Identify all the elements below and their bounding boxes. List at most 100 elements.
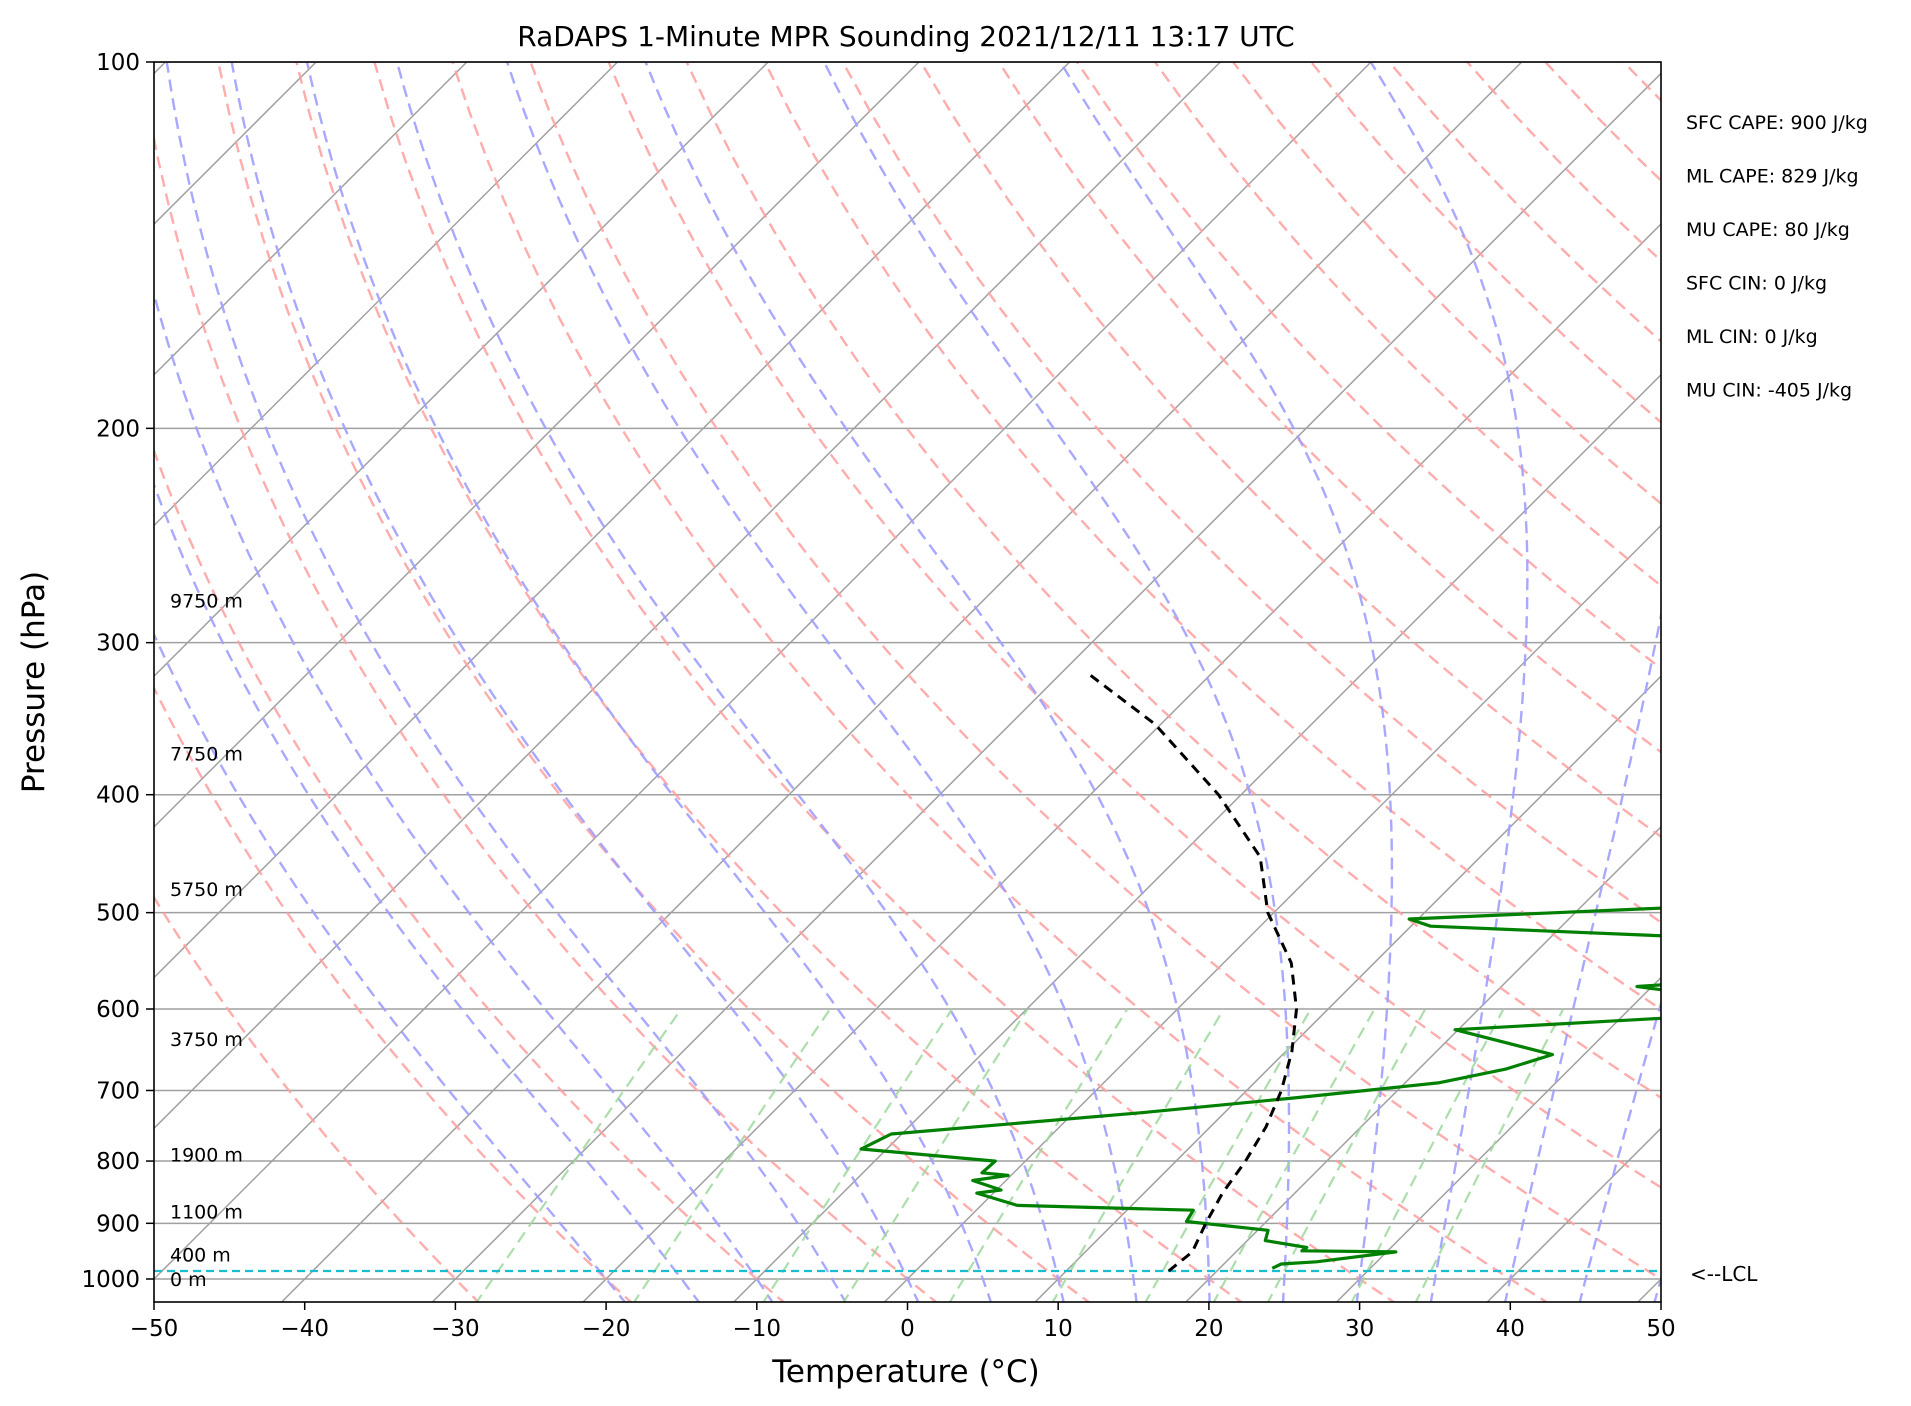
sounding-series (859, 672, 1661, 1273)
mixing-ratio-line (948, 1008, 1129, 1302)
moist-adiabat-line (505, 62, 1138, 1302)
x-tick-label: 0 (900, 1316, 915, 1342)
dewpoint-profile-line (859, 906, 1661, 1270)
moist-adiabats (154, 62, 1661, 1302)
lcl-label: <--LCL (1690, 1262, 1758, 1286)
dry-adiabat-line (154, 685, 633, 1302)
plot-area (154, 62, 1661, 1302)
isotherm-line (1335, 976, 1661, 1302)
y-tick-label: 800 (96, 1149, 140, 1175)
isotherm-line (582, 223, 1661, 1302)
height-label: 7750 m (170, 744, 243, 766)
x-tick-label: 30 (1345, 1316, 1374, 1342)
stability-index-text: SFC CIN: 0 J/kg (1686, 273, 1827, 295)
height-label: 9750 m (170, 590, 243, 612)
height-label: 0 m (170, 1269, 207, 1291)
moist-adiabat-line (154, 289, 774, 1302)
moist-adiabat-line (395, 62, 1065, 1302)
dry-adiabat-line (997, 62, 1661, 754)
dry-adiabats (154, 62, 1661, 1302)
x-tick-label: −20 (582, 1316, 631, 1342)
stability-index-text: MU CIN: -405 J/kg (1686, 380, 1852, 402)
y-axis-ticks: 100 200 300 400 500 600 700 800 900 1000 (81, 50, 154, 1293)
mixing-ratio-line (1212, 1008, 1376, 1302)
dry-adiabat-line (217, 62, 1091, 1302)
dry-adiabat-line (154, 895, 480, 1302)
mixing-ratio-line (1350, 1008, 1505, 1302)
x-tick-label: −10 (733, 1316, 782, 1342)
isotherms (154, 62, 1661, 1302)
mixing-ratio-line (1414, 1008, 1565, 1302)
height-label: 1900 m (170, 1144, 243, 1166)
mixing-ratio-line (1051, 1008, 1225, 1302)
isotherm-line (154, 62, 1071, 979)
moist-adiabat-line (230, 62, 920, 1302)
mixing-ratio-line (1266, 1008, 1427, 1302)
moist-adiabat-line (1369, 62, 1529, 1302)
dry-adiabat-line (607, 62, 1661, 1189)
dry-adiabat-line (685, 62, 1661, 1100)
stability-indices: SFC CAPE: 900 J/kg ML CAPE: 829 J/kg MU CA… (1686, 112, 1868, 402)
isotherm-line (154, 62, 619, 527)
dry-adiabat-line (295, 62, 1244, 1302)
mixing-ratio-line (475, 1008, 683, 1302)
isotherm-line (154, 62, 920, 828)
y-axis-label: Pressure (hPa) (16, 571, 52, 793)
dry-adiabat-line (373, 62, 1396, 1302)
x-tick-label: 10 (1044, 1316, 1073, 1342)
chart-title: RaDAPS 1-Minute MPR Sounding 2021/12/11 … (517, 20, 1294, 53)
height-label: 1100 m (170, 1201, 243, 1223)
y-tick-label: 300 (96, 631, 140, 657)
mixing-ratio-lines (475, 1008, 1565, 1302)
dry-adiabat-line (1076, 62, 1661, 670)
x-axis-ticks: −50 −40 −30 −20 −10 0 10 20 30 40 50 (130, 1302, 1676, 1342)
x-tick-label: 50 (1646, 1316, 1675, 1342)
x-tick-label: 20 (1194, 1316, 1223, 1342)
moist-adiabat-line (1503, 609, 1661, 1302)
x-tick-label: −30 (431, 1316, 480, 1342)
dry-adiabat-line (529, 62, 1661, 1281)
isotherm-line (154, 62, 769, 678)
parcel-profile-line (1087, 672, 1298, 1273)
isotherm-line (154, 62, 468, 376)
isotherm-line (1184, 825, 1661, 1302)
isotherm-line (431, 72, 1661, 1302)
moist-adiabat-line (154, 481, 701, 1302)
stability-index-text: ML CIN: 0 J/kg (1686, 326, 1818, 348)
x-tick-label: −40 (280, 1316, 329, 1342)
isotherm-line (280, 62, 1523, 1302)
mixing-ratio-line (842, 1008, 1029, 1302)
y-tick-label: 500 (96, 901, 140, 927)
height-label: 5750 m (170, 879, 243, 901)
dry-adiabat-line (154, 447, 786, 1302)
x-tick-label: −50 (130, 1316, 179, 1342)
x-axis-label: Temperature (°C) (771, 1354, 1040, 1390)
height-label: 400 m (170, 1245, 231, 1267)
stability-index-text: MU CAPE: 80 J/kg (1686, 219, 1850, 241)
dry-adiabat-line (154, 132, 938, 1302)
isotherm-line (154, 62, 1372, 1281)
moist-adiabat-line (644, 62, 1211, 1302)
dry-adiabat-line (763, 62, 1661, 1011)
moist-adiabat-line (823, 62, 1291, 1302)
y-tick-label: 1000 (81, 1267, 140, 1293)
isotherm-line (883, 524, 1661, 1302)
isotherm-line (154, 62, 1221, 1130)
y-tick-label: 600 (96, 997, 140, 1023)
height-label: 3750 m (170, 1029, 243, 1051)
y-tick-label: 400 (96, 783, 140, 809)
mixing-ratio-line (632, 1008, 832, 1302)
y-tick-label: 200 (96, 416, 140, 442)
mixing-ratio-line (1144, 1008, 1312, 1302)
x-tick-label: 40 (1496, 1316, 1525, 1342)
dry-adiabat-line (451, 62, 1549, 1302)
y-tick-label: 900 (96, 1211, 140, 1237)
moist-adiabat-line (165, 62, 847, 1302)
y-tick-label: 700 (96, 1078, 140, 1104)
moist-adiabat-line (1059, 62, 1394, 1302)
moist-adiabat-line (305, 62, 993, 1302)
y-tick-label: 100 (96, 50, 140, 76)
